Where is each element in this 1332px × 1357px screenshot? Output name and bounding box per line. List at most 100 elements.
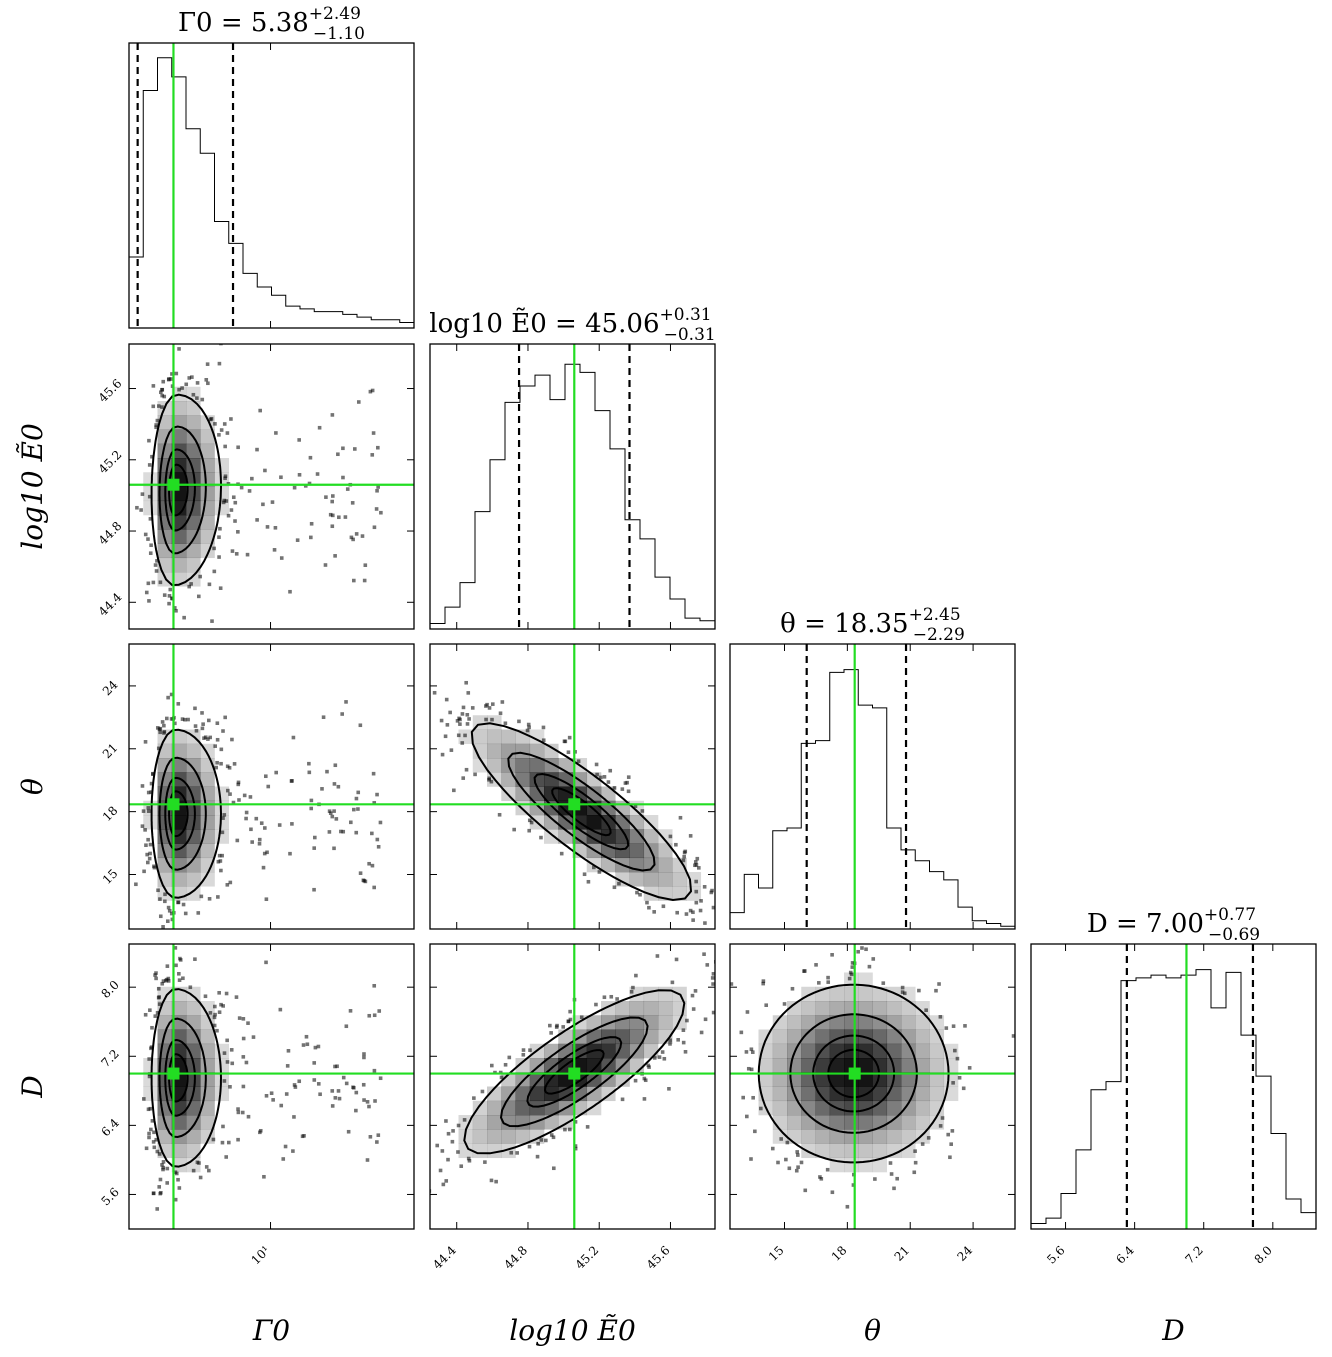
density-cell bbox=[615, 1043, 630, 1059]
sample-point bbox=[668, 1042, 672, 1046]
sample-point bbox=[195, 396, 199, 400]
x-axis-label-theta: θ bbox=[864, 1314, 881, 1347]
sample-point bbox=[152, 1145, 157, 1150]
sample-point bbox=[191, 392, 196, 397]
sample-point bbox=[297, 438, 301, 442]
sample-point bbox=[222, 1079, 227, 1083]
title-err-plus: +2.45 bbox=[909, 605, 961, 625]
sample-point bbox=[228, 880, 233, 885]
y-tick-label: 24 bbox=[100, 677, 121, 698]
sample-point bbox=[562, 739, 567, 744]
sample-point bbox=[297, 1079, 302, 1084]
density-cell bbox=[529, 1100, 545, 1116]
hist-panel-gamma: Γ0 = 5.38+2.49 −1.10 bbox=[128, 4, 415, 329]
hist-plot-area bbox=[129, 43, 414, 328]
sample-point bbox=[368, 1135, 373, 1139]
density-cell bbox=[186, 743, 201, 759]
sample-point bbox=[167, 377, 171, 381]
sample-point bbox=[157, 1002, 162, 1006]
sample-point bbox=[146, 837, 150, 842]
x-tick-label: 10¹ bbox=[249, 1243, 273, 1267]
sample-point bbox=[304, 1034, 309, 1039]
y-tick-label: 44.4 bbox=[96, 590, 125, 619]
sample-point bbox=[327, 830, 332, 834]
density-cell bbox=[171, 1115, 187, 1130]
sample-point bbox=[541, 725, 546, 730]
density-cell bbox=[915, 1100, 930, 1116]
sample-point bbox=[199, 894, 204, 899]
density-cell bbox=[629, 800, 645, 816]
sample-point bbox=[229, 417, 233, 421]
sample-point bbox=[697, 866, 701, 870]
sample-point bbox=[183, 717, 187, 722]
sample-point bbox=[264, 960, 268, 965]
sample-point bbox=[352, 807, 356, 812]
sample-point bbox=[155, 418, 160, 423]
sample-point bbox=[749, 1067, 754, 1072]
y-tick-label: 44.8 bbox=[96, 519, 125, 548]
sample-point bbox=[676, 1038, 680, 1042]
sample-point bbox=[292, 485, 297, 490]
density-cell bbox=[171, 1100, 187, 1116]
sample-point bbox=[157, 1152, 162, 1156]
sample-point bbox=[438, 1168, 443, 1173]
sample-point bbox=[162, 394, 167, 399]
sample-point bbox=[951, 1024, 956, 1028]
sample-point bbox=[794, 1168, 799, 1173]
density-cell bbox=[658, 843, 673, 859]
sample-point bbox=[924, 1008, 928, 1013]
sample-point bbox=[699, 1030, 704, 1035]
sample-point bbox=[539, 1138, 544, 1142]
sample-point bbox=[787, 1166, 792, 1171]
sample-point bbox=[860, 946, 864, 950]
density-cell bbox=[815, 1001, 831, 1016]
sample-point bbox=[529, 820, 534, 825]
density-cell bbox=[157, 443, 173, 459]
sample-point bbox=[873, 1177, 877, 1181]
sample-point bbox=[215, 721, 220, 726]
sample-point bbox=[201, 722, 205, 726]
sample-point bbox=[784, 1157, 788, 1162]
sample-point bbox=[606, 780, 611, 784]
density-cell bbox=[615, 829, 630, 844]
density-cell bbox=[929, 1072, 945, 1087]
sample-point bbox=[889, 1172, 894, 1176]
sample-point bbox=[241, 1017, 246, 1021]
density-cell bbox=[829, 1072, 845, 1087]
density-cell bbox=[200, 1086, 215, 1102]
sample-point bbox=[378, 820, 383, 825]
sample-point bbox=[327, 809, 332, 813]
sample-point bbox=[761, 981, 766, 986]
sample-point bbox=[265, 850, 269, 855]
density-cell bbox=[200, 1029, 215, 1045]
sample-point bbox=[312, 846, 317, 850]
sample-point bbox=[934, 988, 938, 993]
sample-point bbox=[217, 555, 221, 559]
density-cell bbox=[787, 1029, 802, 1045]
sample-point bbox=[371, 771, 376, 776]
sample-point bbox=[487, 776, 492, 781]
sample-point bbox=[443, 734, 448, 739]
sample-point bbox=[796, 1153, 800, 1157]
sample-point bbox=[847, 976, 852, 981]
density-cell bbox=[186, 386, 201, 402]
sample-point bbox=[279, 1103, 284, 1108]
sample-point bbox=[284, 1092, 289, 1096]
density-cell bbox=[143, 472, 158, 487]
pair-plot-area bbox=[430, 644, 715, 929]
sample-point bbox=[761, 979, 766, 983]
density-cell bbox=[214, 786, 230, 802]
sample-point bbox=[352, 578, 356, 583]
sample-point bbox=[309, 521, 314, 526]
sample-point bbox=[662, 1056, 667, 1061]
sample-point bbox=[376, 485, 380, 489]
sample-point bbox=[759, 1106, 763, 1111]
sample-point bbox=[187, 376, 192, 380]
sample-point bbox=[144, 1146, 149, 1151]
sample-point bbox=[948, 1155, 952, 1160]
sample-point bbox=[694, 879, 698, 884]
density-cell bbox=[157, 1129, 173, 1144]
sample-point bbox=[140, 784, 145, 788]
sample-point bbox=[521, 1052, 526, 1057]
sample-point bbox=[643, 1078, 648, 1083]
